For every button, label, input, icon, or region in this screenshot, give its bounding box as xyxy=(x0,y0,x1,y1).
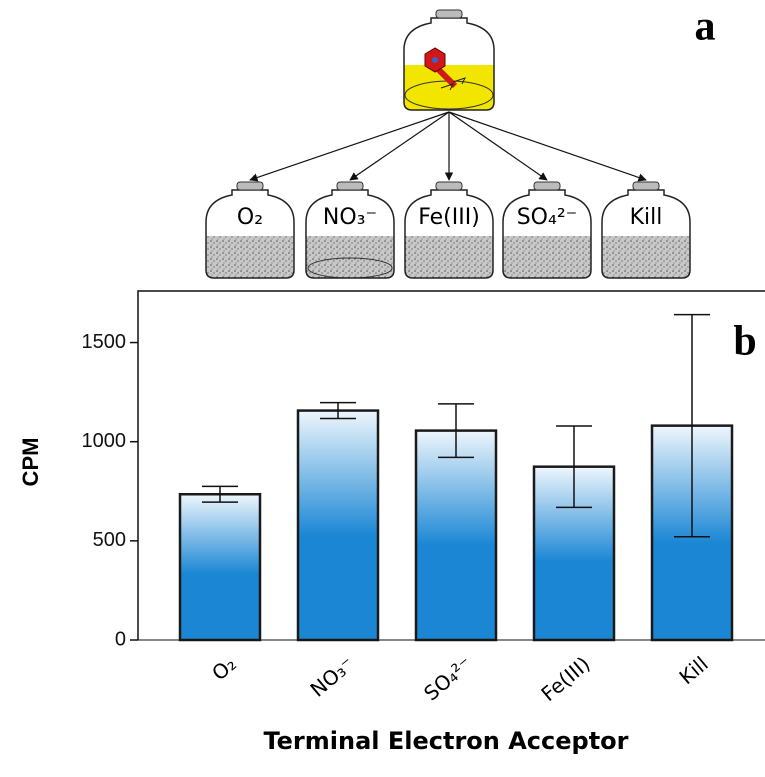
bar xyxy=(298,411,378,640)
x-tick-label: NO₃⁻ xyxy=(306,652,359,702)
bottle-cap xyxy=(436,10,462,18)
y-tick-label: 500 xyxy=(93,529,126,551)
bottle-cap xyxy=(436,182,462,190)
arrow xyxy=(350,112,449,180)
molecule-label xyxy=(432,57,438,63)
figure: O₂ NO₃⁻ Fe(III) SO₄²⁻ Kill 0 500 1000 1500 O₂ NO₃… xyxy=(0,0,765,777)
y-tick-label: 1500 xyxy=(82,331,127,353)
sediment xyxy=(503,236,591,278)
bar xyxy=(180,494,260,640)
bottle-cap xyxy=(337,182,363,190)
x-axis-title: Terminal Electron Acceptor xyxy=(263,727,628,755)
y-tick-label: 0 xyxy=(115,628,126,650)
sediment xyxy=(206,236,294,278)
y-tick-label: 1000 xyxy=(82,430,127,452)
bottle-cap xyxy=(237,182,263,190)
bottle-cap xyxy=(633,182,659,190)
arrow xyxy=(250,112,449,180)
bar xyxy=(416,431,496,640)
sediment xyxy=(306,236,394,278)
panel-a: O₂ NO₃⁻ Fe(III) SO₄²⁻ Kill xyxy=(206,10,690,278)
x-tick-label: Fe(III) xyxy=(536,652,594,706)
x-tick-label: O₂ xyxy=(207,652,241,686)
bottle-label: Kill xyxy=(630,205,663,230)
bottle-label: SO₄²⁻ xyxy=(517,205,578,230)
sediment xyxy=(405,236,493,278)
x-tick-label: Kill xyxy=(674,652,712,690)
panel-label: b xyxy=(733,319,756,365)
arrow xyxy=(449,112,646,180)
bottle-label: O₂ xyxy=(237,205,263,230)
bottle-label: NO₃⁻ xyxy=(323,205,377,230)
arrow xyxy=(449,112,547,180)
sediment xyxy=(602,236,690,278)
bottle-liquid xyxy=(404,65,494,110)
bottle-label: Fe(III) xyxy=(418,205,480,230)
bottle-cap xyxy=(534,182,560,190)
panel-label: a xyxy=(695,4,716,50)
panel-b: 0 500 1000 1500 O₂ NO₃⁻ SO₄²⁻ Fe(III) Kill xyxy=(82,291,765,706)
x-tick-label: SO₄²⁻ xyxy=(419,652,477,706)
y-axis-title: CPM xyxy=(18,438,43,487)
